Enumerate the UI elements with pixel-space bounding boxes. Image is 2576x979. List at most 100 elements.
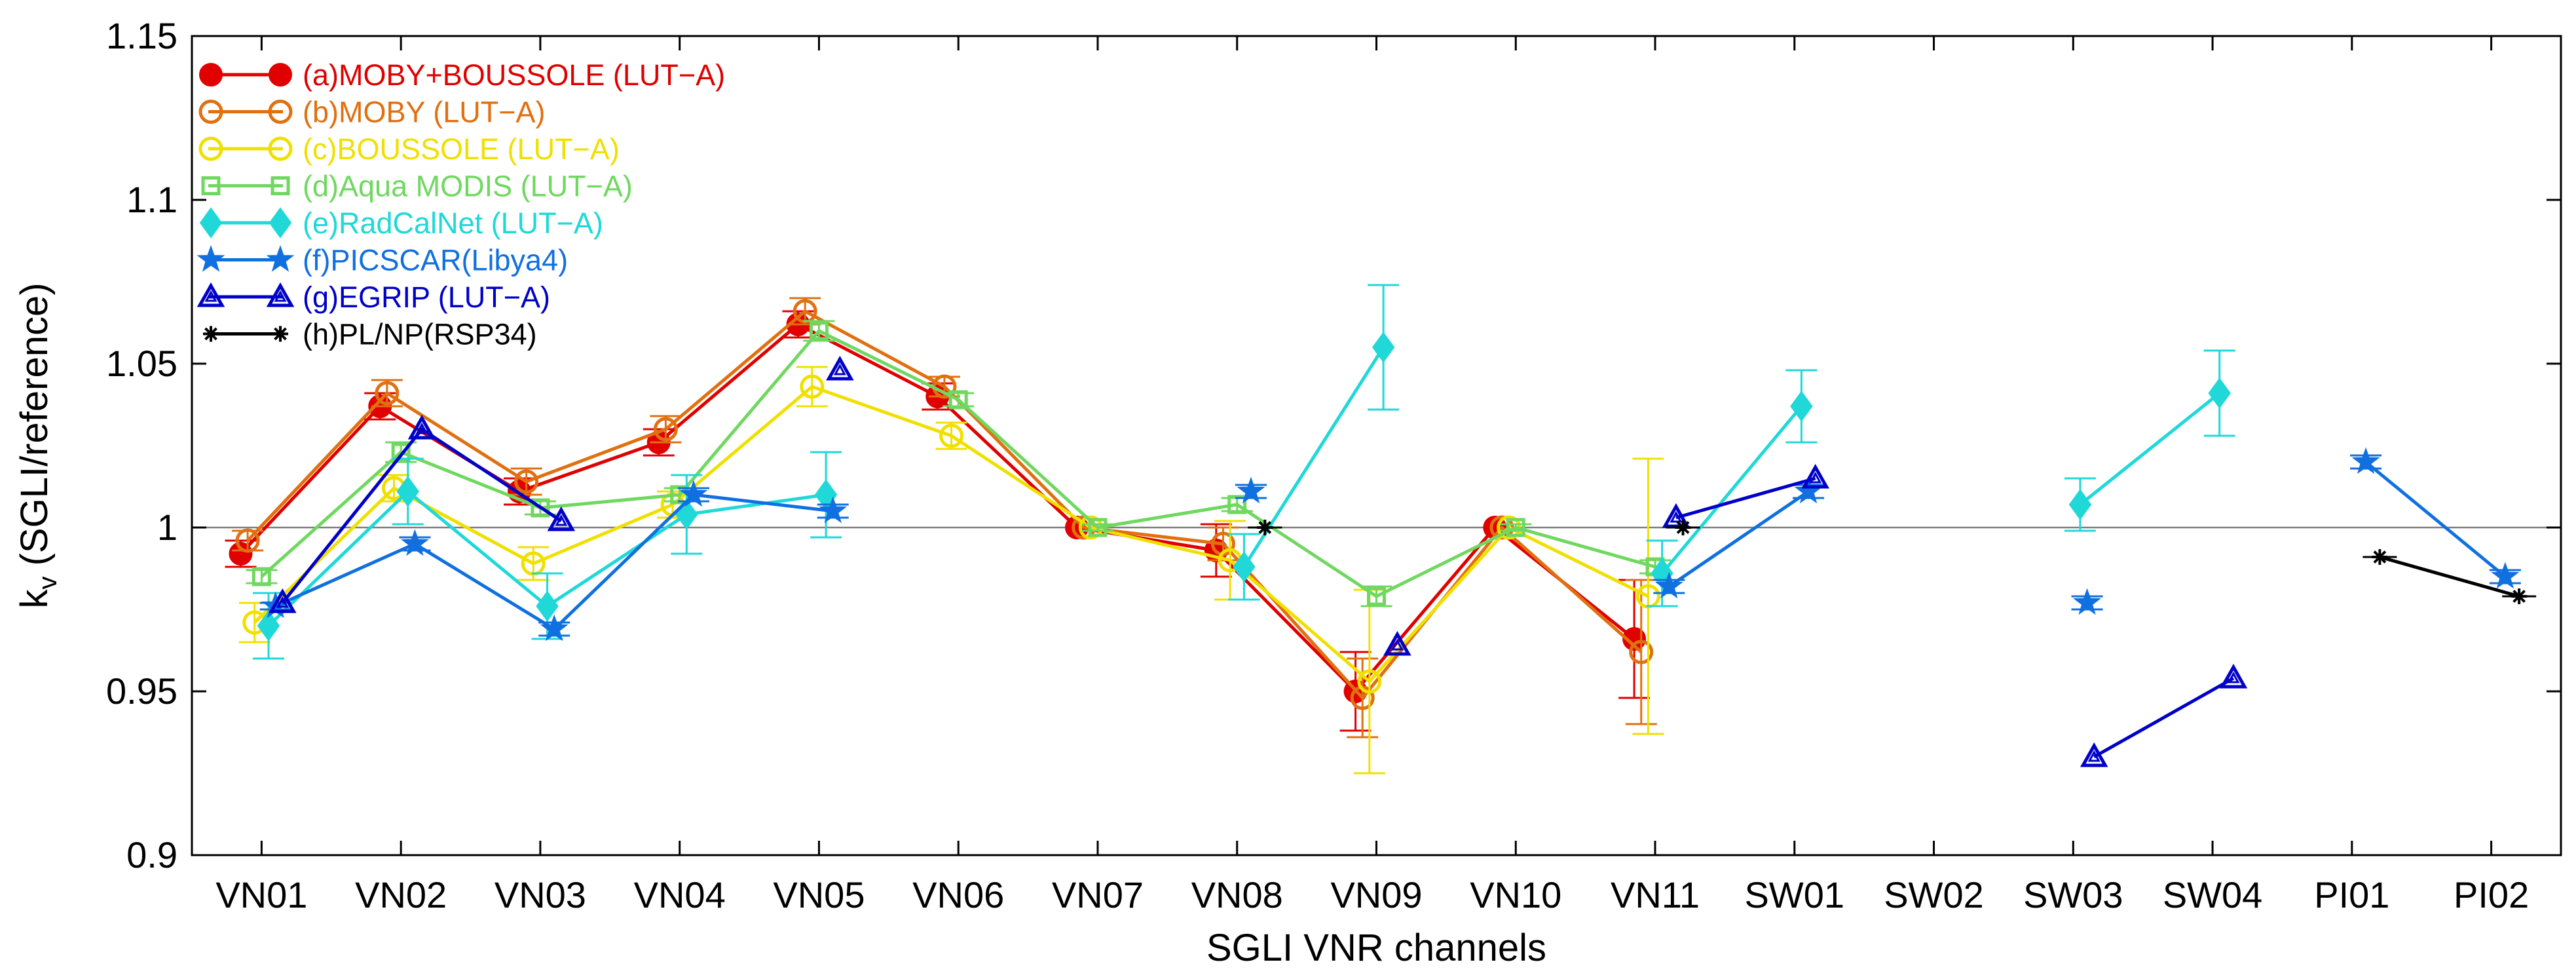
x-tick-label: VN10 [1470,874,1561,915]
data-point [2512,590,2526,603]
data-point [2351,447,2380,474]
data-point [375,381,400,406]
data-point [1237,476,1265,504]
legend-marker-inner [204,290,217,302]
data-point [2073,588,2102,615]
y-tick-label: 1.05 [106,343,177,384]
data-point [800,374,825,399]
y-axis-title: kv (SGLI/reference) [13,282,62,608]
legend-marker [199,207,223,239]
data-point [391,442,411,462]
y-tick-label: 1.15 [106,15,177,56]
data-point [1654,571,1683,599]
legend-item: (e)RadCalNet (LUT−A) [199,206,603,240]
data-point [948,390,968,410]
data-point [1233,551,1256,583]
data-point-inner [1809,471,1822,484]
data-point [653,417,678,442]
x-tick-label: PI02 [2454,874,2529,915]
legend-label: (g)EGRIP (LUT−A) [303,280,550,314]
data-point [401,529,429,556]
y-axis-title-main: k [13,589,56,609]
legend-marker [268,136,293,161]
data-point [407,414,436,440]
legend-item: (g)EGRIP (LUT−A) [196,280,550,314]
y-tick-label: 1.1 [126,179,177,220]
x-tick-label: VN02 [355,874,447,915]
data-point [1088,518,1108,537]
legend-marker [266,282,295,307]
legend-label: (d)Aqua MODIS (LUT−A) [303,170,633,203]
data-point [396,476,420,507]
x-axis-title: SGLI VNR channels [1206,927,1546,969]
data-point-inner [2227,671,2240,683]
data-point [826,355,854,381]
data-point [2208,377,2231,409]
x-tick-label: SW04 [2163,874,2263,915]
y-axis-title-rest: (SGLI/reference) [13,282,56,576]
legend-marker [268,100,293,124]
data-point [1801,463,1829,489]
data-point [540,614,569,642]
legend-label: (a)MOBY+BOUSSOLE (LUT−A) [303,58,725,92]
data-point [252,567,271,586]
legend: (a)MOBY+BOUSSOLE (LUT−A)(b)MOBY (LUT−A)(… [196,58,725,351]
x-tick-label: VN04 [634,874,726,915]
legend-item: (a)MOBY+BOUSSOLE (LUT−A) [199,58,725,92]
y-tick-label: 0.9 [126,834,177,875]
data-point [679,480,708,507]
data-point [269,588,297,613]
axis-layer: 0.9 0.95 1 1.05 1.1 1.15 VN01 VN02 VN03 VN04 VN05 V… [106,15,2561,915]
legend-marker [196,245,225,272]
x-tick-label: VN09 [1330,874,1422,915]
legend-marker [204,327,217,341]
series-f [259,447,2521,642]
y-axis-title-subscript: v [33,577,62,590]
legend-item: (f)PICSCAR(Libya4) [196,244,568,277]
legend-item: (h)PL/NP(RSP34) [203,318,537,351]
legend-label: (c)BOUSSOLE (LUT−A) [303,132,620,166]
legend-label: (e)RadCalNet (LUT−A) [303,206,603,240]
data-point [819,496,848,524]
legend-marker [266,245,295,272]
data-point [2491,562,2520,589]
x-tick-label: VN06 [912,874,1004,915]
legend-marker [269,63,292,86]
series-line [2364,461,2507,578]
legend-label: (h)PL/NP(RSP34) [303,318,537,351]
legend-marker [201,176,221,195]
legend-marker-inner [274,290,287,302]
data-point [257,610,280,642]
data-point [939,423,964,448]
legend-label: (f)PICSCAR(Libya4) [303,244,568,277]
data-point-inner [1391,638,1404,651]
data-point [1790,391,1813,422]
data-point-inner [276,596,289,608]
x-tick-label: VN08 [1191,874,1283,915]
data-point-inner [2087,750,2100,762]
data-point [2219,663,2248,689]
data-point [1258,521,1272,534]
x-tick-label: VN03 [495,874,586,915]
x-tick-label: VN07 [1052,874,1144,915]
legend-marker [274,327,287,341]
data-point [1357,669,1382,694]
data-point-inner [555,514,568,526]
data-point [1622,627,1647,651]
data-point-inner [415,422,428,434]
data-point [1383,630,1411,656]
legend-item: (b)MOBY (LUT−A) [198,96,545,129]
series-g [269,355,2248,767]
data-point [536,590,559,622]
data-point [1367,586,1386,606]
data-point [229,542,253,566]
data-point-inner [1670,510,1683,523]
y-tick-label: 0.95 [106,670,177,712]
data-point [2373,550,2387,564]
legend-label: (b)MOBY (LUT−A) [303,96,545,129]
data-point [1629,640,1654,664]
legend-marker [198,136,223,161]
series-layer [225,284,2537,775]
